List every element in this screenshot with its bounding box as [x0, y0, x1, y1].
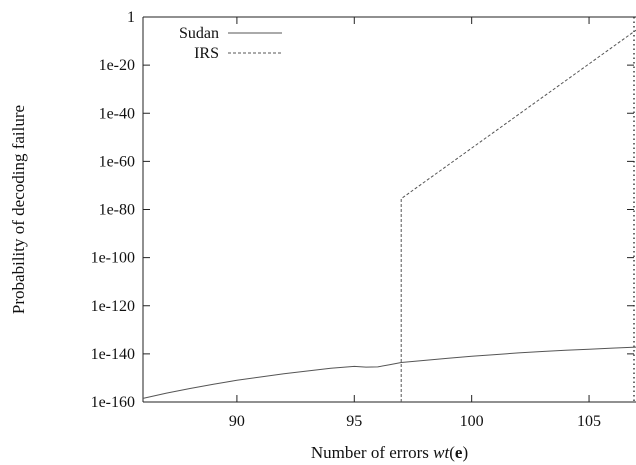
legend-label-sudan: Sudan — [179, 25, 219, 42]
x-axis-title: Number of errors wt(e) — [311, 443, 468, 462]
x-axis-title-text: Number of errors — [311, 443, 433, 462]
axes-layer: 1 1e-20 1e-40 1e-60 1e-80 1e-100 1e-120 1e-140 1… — [91, 9, 636, 430]
y-tick-label: 1e-140 — [91, 346, 135, 363]
y-tick-label: 1 — [127, 9, 135, 26]
x-axis-title-math-close: ) — [462, 443, 468, 462]
y-tick-label: 1e-100 — [91, 250, 135, 267]
y-tick-label: 1e-160 — [91, 394, 135, 411]
y-tick-label: 1e-120 — [91, 298, 135, 315]
legend: Sudan IRS — [179, 25, 282, 62]
series-line-irs — [400, 29, 636, 402]
y-tick-label: 1e-80 — [99, 202, 135, 219]
x-tick-label: 105 — [577, 413, 601, 430]
y-tick-label: 1e-40 — [99, 105, 135, 122]
y-axis-title: Probability of decoding failure — [9, 105, 28, 314]
axis-titles: Probability of decoding failure Number of… — [9, 105, 468, 462]
x-tick-label: 90 — [229, 413, 245, 430]
x-axis-title-math-open: ( — [449, 443, 455, 462]
series-line-sudan — [142, 346, 636, 399]
x-axis-title-math-fn: wt — [433, 443, 450, 462]
legend-label-irs: IRS — [194, 45, 219, 62]
y-tick-label: 1e-60 — [99, 153, 135, 170]
y-tick-label: 1e-20 — [99, 57, 135, 74]
x-tick-label: 95 — [346, 413, 362, 430]
x-tick-label: 100 — [460, 413, 484, 430]
series-layer — [142, 29, 636, 402]
x-axis-title-math-var: e — [455, 443, 463, 462]
